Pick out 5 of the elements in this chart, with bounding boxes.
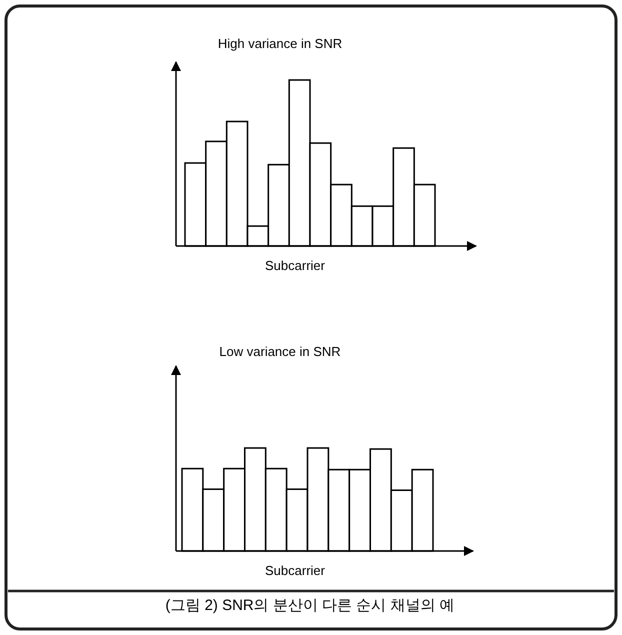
chart-title: High variance in SNR xyxy=(218,36,342,51)
x-axis-title: Subcarrier xyxy=(265,563,326,578)
text: (그림 2) SNR의 분산이 다른 순시 채널의 예 xyxy=(165,597,455,614)
x-axis-title: Subcarrier xyxy=(265,258,326,273)
chart-title: Low variance in SNR xyxy=(219,344,341,359)
